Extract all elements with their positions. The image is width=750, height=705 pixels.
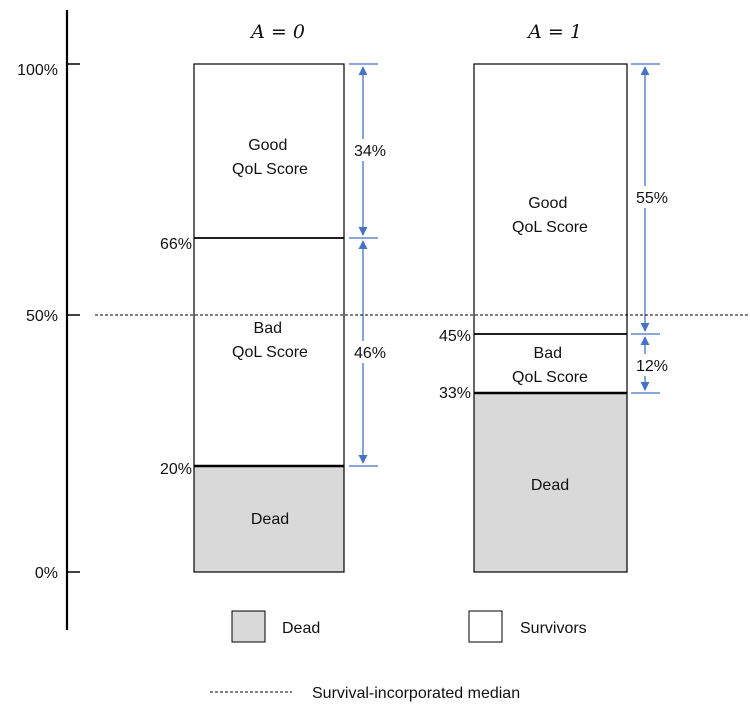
bad-qol-label-a0: Bad QoL Score	[232, 320, 308, 361]
boundary-label-66: 66%	[160, 236, 192, 253]
span-label-bg-bad-a0	[350, 341, 394, 363]
span-label-bad-a1: 12%	[636, 358, 668, 375]
legend-survivors-label: Survivors	[520, 620, 587, 637]
span-label-good-a0: 34%	[354, 143, 386, 160]
good-qol-label-a1: Good QoL Score	[512, 195, 588, 236]
dead-label-a0: Dead	[251, 511, 289, 528]
tick-label-100: 100%	[17, 62, 58, 79]
bad-qol-label-a1: Bad QoL Score	[512, 345, 588, 386]
tick-label-0: 0%	[35, 565, 58, 582]
span-label-good-a1: 55%	[636, 190, 668, 207]
good-qol-label-a0: Good QoL Score	[232, 137, 308, 178]
legend-survivors-swatch	[468, 610, 503, 643]
span-label-bg-bad-a1	[632, 354, 676, 376]
span-label-bg-good-a0	[350, 139, 394, 161]
tick-label-50: 50%	[26, 308, 58, 325]
column-title-a1: A = 1	[526, 21, 582, 43]
bar-outline-a0	[193, 63, 345, 573]
span-label-bg-good-a1	[632, 186, 676, 208]
span-label-bad-a0: 46%	[354, 345, 386, 362]
legend-median-label: Survival-incorporated median	[312, 685, 520, 702]
dead-segment-a0	[194, 466, 344, 572]
legend-dead-swatch	[231, 610, 266, 643]
dead-label-a1: Dead	[531, 477, 569, 494]
boundary-label-45: 45%	[439, 328, 471, 345]
bar-outline-a1	[473, 63, 628, 573]
column-title-a0: A = 0	[249, 21, 305, 43]
dead-segment-a1	[474, 393, 627, 572]
legend-dead-label: Dead	[282, 620, 320, 637]
boundary-label-20: 20%	[160, 461, 192, 478]
boundary-label-33: 33%	[439, 385, 471, 402]
